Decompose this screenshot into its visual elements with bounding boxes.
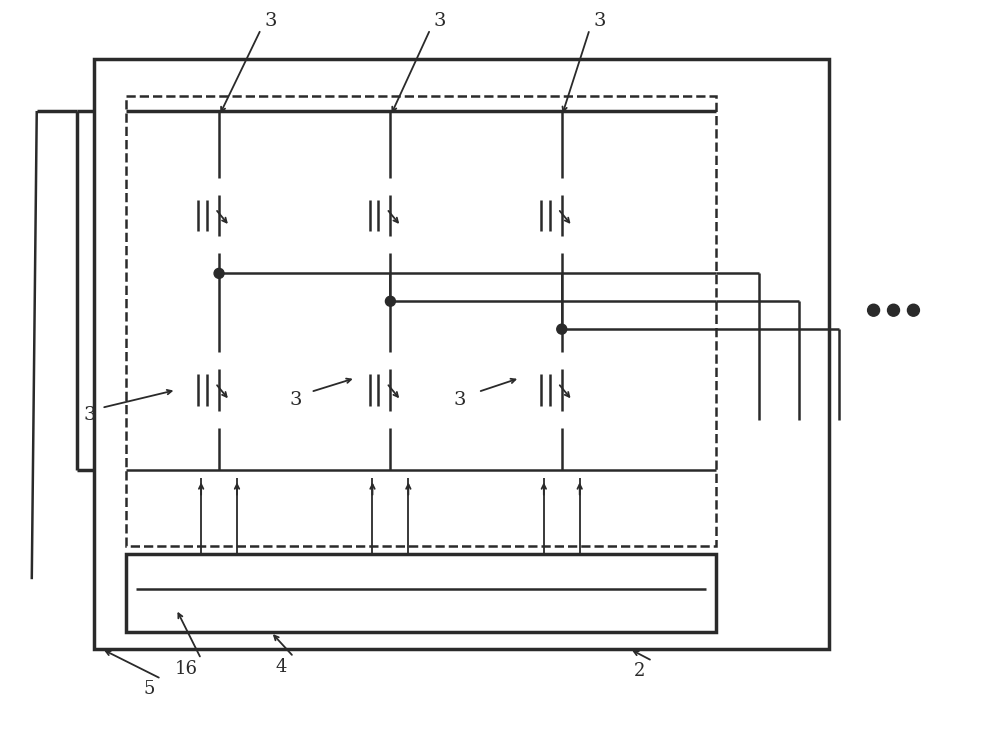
Text: 16: 16 xyxy=(175,660,198,678)
Circle shape xyxy=(214,268,224,279)
Text: 3: 3 xyxy=(454,391,466,409)
Text: 3: 3 xyxy=(593,13,606,30)
Text: 3: 3 xyxy=(83,406,96,424)
Text: 2: 2 xyxy=(634,662,645,680)
Bar xyxy=(94,59,829,649)
Circle shape xyxy=(385,296,395,307)
Text: 3: 3 xyxy=(290,391,302,409)
Text: 5: 5 xyxy=(144,680,155,698)
Circle shape xyxy=(557,324,567,334)
Text: 4: 4 xyxy=(275,658,287,676)
Circle shape xyxy=(907,304,919,316)
Circle shape xyxy=(868,304,880,316)
Bar xyxy=(126,96,716,546)
Text: 3: 3 xyxy=(434,13,446,30)
Circle shape xyxy=(888,304,899,316)
Bar xyxy=(126,554,716,632)
Text: 3: 3 xyxy=(265,13,277,30)
